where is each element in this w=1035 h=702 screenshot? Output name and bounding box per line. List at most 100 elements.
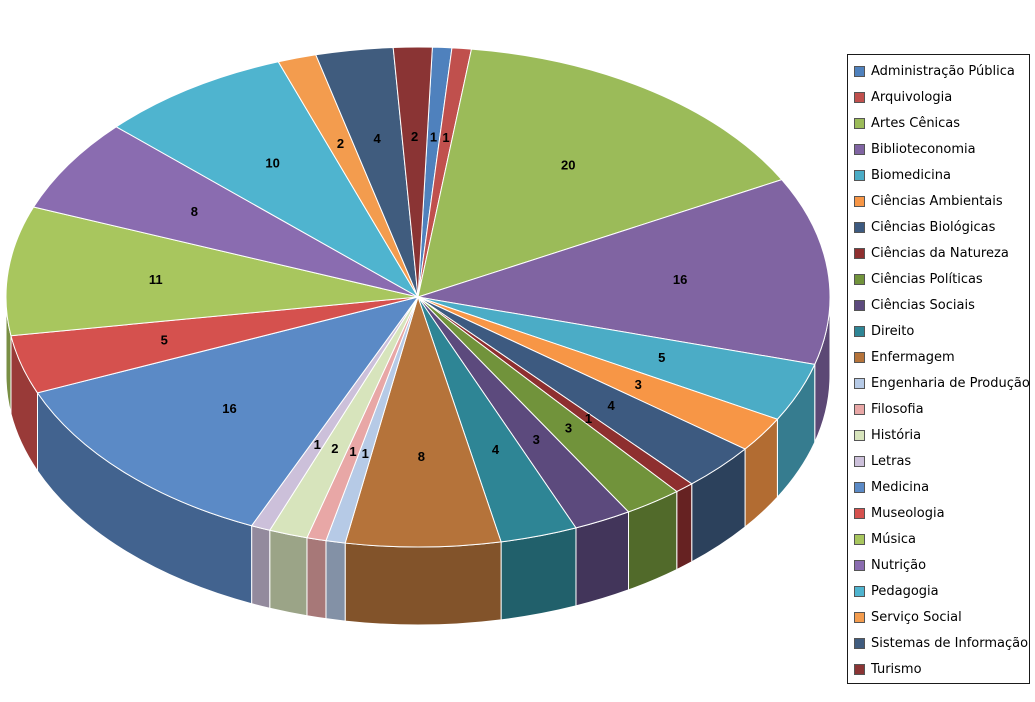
legend-label: Medicina bbox=[871, 479, 930, 495]
data-label-artes-cenicas: 20 bbox=[561, 158, 575, 173]
legend-label: Música bbox=[871, 531, 916, 547]
pie-slice-nutricao bbox=[32, 126, 419, 298]
data-label-turismo: 2 bbox=[411, 129, 418, 144]
legend-label: Ciências Sociais bbox=[871, 297, 975, 313]
legend-label: Turismo bbox=[871, 661, 922, 677]
legend-label: Nutrição bbox=[871, 557, 927, 573]
legend-label: História bbox=[871, 427, 922, 443]
legend-label: Direito bbox=[871, 323, 915, 339]
data-label-nutricao: 8 bbox=[191, 204, 198, 219]
legend-swatch bbox=[854, 507, 865, 519]
data-label-sistemas-de-informacao: 4 bbox=[374, 131, 382, 146]
legend-item-artes-cenicas: Artes Cênicas bbox=[848, 110, 1029, 136]
legend-swatch bbox=[854, 403, 865, 415]
legend-item-direito: Direito bbox=[848, 318, 1029, 344]
legend: Administração Pública Arquivologia Artes C… bbox=[847, 54, 1030, 684]
legend-swatch bbox=[854, 429, 865, 441]
legend-swatch bbox=[854, 221, 865, 233]
legend-swatch bbox=[854, 559, 865, 571]
legend-item-letras: Letras bbox=[848, 448, 1029, 474]
legend-swatch bbox=[854, 91, 865, 103]
legend-label: Engenharia de Produção bbox=[871, 375, 1030, 391]
legend-swatch bbox=[854, 247, 865, 259]
data-label-servico-social: 2 bbox=[337, 136, 344, 151]
data-label-ciencias-sociais: 3 bbox=[533, 432, 540, 447]
legend-label: Enfermagem bbox=[871, 349, 955, 365]
pie-side-walls bbox=[5, 296, 831, 626]
pie-side-historia bbox=[269, 529, 308, 617]
legend-item-biblioteconomia: Biblioteconomia bbox=[848, 136, 1029, 162]
legend-item-nutricao: Nutrição bbox=[848, 552, 1029, 578]
legend-label: Artes Cênicas bbox=[871, 115, 961, 131]
pie-side-ciencias-da-natureza bbox=[676, 483, 693, 571]
data-label-administracao-publica: 1 bbox=[430, 129, 437, 144]
data-label-museologia: 5 bbox=[161, 332, 168, 347]
legend-item-filosofia: Filosofia bbox=[848, 396, 1029, 422]
data-label-direito: 4 bbox=[492, 442, 500, 457]
legend-item-administracao-publica: Administração Pública bbox=[848, 58, 1029, 84]
pie-slice-enfermagem bbox=[344, 295, 502, 548]
legend-swatch bbox=[854, 143, 865, 155]
legend-item-servico-social: Serviço Social bbox=[848, 604, 1029, 630]
legend-label: Biomedicina bbox=[871, 167, 951, 183]
pie-slice-turismo bbox=[392, 46, 433, 298]
legend-label: Letras bbox=[871, 453, 912, 469]
data-label-musica: 11 bbox=[149, 272, 163, 287]
legend-item-turismo: Turismo bbox=[848, 656, 1029, 682]
data-label-historia: 2 bbox=[331, 441, 338, 456]
data-label-ciencias-da-natureza: 1 bbox=[585, 411, 592, 426]
data-label-filosofia: 1 bbox=[349, 444, 356, 459]
pie-side-direito bbox=[500, 527, 577, 621]
legend-label: Serviço Social bbox=[871, 609, 962, 625]
legend-label: Filosofia bbox=[871, 401, 924, 417]
legend-swatch bbox=[854, 533, 865, 545]
legend-label: Administração Pública bbox=[871, 63, 1015, 79]
pie-side-engenharia-de-producao bbox=[325, 540, 346, 622]
legend-label: Museologia bbox=[871, 505, 945, 521]
legend-item-biomedicina: Biomedicina bbox=[848, 162, 1029, 188]
legend-swatch bbox=[854, 117, 865, 129]
legend-item-ciencias-sociais: Ciências Sociais bbox=[848, 292, 1029, 318]
legend-swatch bbox=[854, 351, 865, 363]
legend-swatch bbox=[854, 481, 865, 493]
pie-slice-biblioteconomia bbox=[417, 179, 831, 365]
legend-label: Biblioteconomia bbox=[871, 141, 976, 157]
legend-item-ciencias-ambientais: Ciências Ambientais bbox=[848, 188, 1029, 214]
pie-slice-musica bbox=[5, 206, 419, 337]
legend-swatch bbox=[854, 455, 865, 467]
legend-swatch bbox=[854, 169, 865, 181]
legend-item-ciencias-politicas: Ciências Políticas bbox=[848, 266, 1029, 292]
legend-label: Ciências Políticas bbox=[871, 271, 983, 287]
data-label-ciencias-politicas: 3 bbox=[565, 420, 572, 435]
legend-item-ciencias-biologicas: Ciências Biológicas bbox=[848, 214, 1029, 240]
data-label-ciencias-biologicas: 4 bbox=[608, 398, 616, 413]
data-label-biomedicina: 5 bbox=[658, 350, 665, 365]
legend-swatch bbox=[854, 299, 865, 311]
legend-item-arquivologia: Arquivologia bbox=[848, 84, 1029, 110]
legend-item-enfermagem: Enfermagem bbox=[848, 344, 1029, 370]
data-label-letras: 1 bbox=[314, 437, 321, 452]
legend-label: Pedagogia bbox=[871, 583, 939, 599]
pie-side-filosofia bbox=[306, 537, 327, 620]
pie-slice-pedagogia bbox=[115, 61, 420, 299]
legend-swatch bbox=[854, 377, 865, 389]
pie-side-letras bbox=[251, 525, 271, 609]
legend-label: Sistemas de Informação bbox=[871, 635, 1029, 651]
legend-swatch bbox=[854, 273, 865, 285]
pie-slice-artes-cenicas bbox=[417, 48, 783, 298]
data-label-arquivologia: 1 bbox=[442, 130, 449, 145]
legend-label: Arquivologia bbox=[871, 89, 953, 105]
legend-label: Ciências da Natureza bbox=[871, 245, 1009, 261]
legend-item-musica: Música bbox=[848, 526, 1029, 552]
legend-item-historia: História bbox=[848, 422, 1029, 448]
legend-item-medicina: Medicina bbox=[848, 474, 1029, 500]
legend-swatch bbox=[854, 325, 865, 337]
data-label-medicina: 16 bbox=[222, 401, 236, 416]
data-label-biblioteconomia: 16 bbox=[673, 272, 687, 287]
legend-swatch bbox=[854, 65, 865, 77]
pie-slice-medicina bbox=[36, 296, 420, 527]
data-label-enfermagem: 8 bbox=[418, 449, 425, 464]
legend-item-ciencias-da-natureza: Ciências da Natureza bbox=[848, 240, 1029, 266]
